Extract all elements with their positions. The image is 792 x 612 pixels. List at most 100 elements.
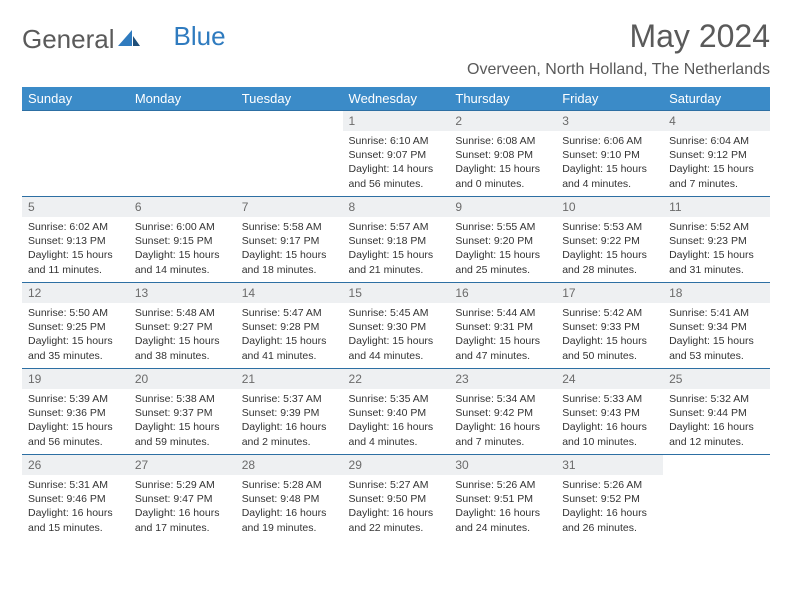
- sunrise-line: Sunrise: 5:32 AM: [669, 392, 764, 406]
- daylight-line: Daylight: 16 hours and 12 minutes.: [669, 420, 764, 448]
- daylight-line: Daylight: 16 hours and 7 minutes.: [455, 420, 550, 448]
- calendar-day-cell: 20Sunrise: 5:38 AMSunset: 9:37 PMDayligh…: [129, 369, 236, 455]
- day-number: 10: [556, 197, 663, 217]
- calendar-day-cell: 16Sunrise: 5:44 AMSunset: 9:31 PMDayligh…: [449, 283, 556, 369]
- calendar-day-cell: 7 Sunrise: 5:58 AMSunset: 9:17 PMDaylight…: [236, 197, 343, 283]
- sunset-line: Sunset: 9:48 PM: [242, 492, 337, 506]
- calendar-day-cell: 18Sunrise: 5:41 AMSunset: 9:34 PMDayligh…: [663, 283, 770, 369]
- day-details: Sunrise: 5:47 AMSunset: 9:28 PMDaylight:…: [236, 303, 343, 367]
- calendar-week-row: ......1Sunrise: 6:10 AMSunset: 9:07 PMDa…: [22, 111, 770, 197]
- day-number: 18: [663, 283, 770, 303]
- daylight-line: Daylight: 15 hours and 14 minutes.: [135, 248, 230, 276]
- page-title: May 2024: [467, 18, 770, 55]
- weekday-header: Saturday: [663, 87, 770, 111]
- calendar-day-cell: 5Sunrise: 6:02 AMSunset: 9:13 PMDaylight…: [22, 197, 129, 283]
- daylight-line: Daylight: 16 hours and 4 minutes.: [349, 420, 444, 448]
- sunset-line: Sunset: 9:18 PM: [349, 234, 444, 248]
- day-number: 19: [22, 369, 129, 389]
- day-details: Sunrise: 5:57 AMSunset: 9:18 PMDaylight:…: [343, 217, 450, 281]
- day-number: 4: [663, 111, 770, 131]
- sunrise-line: Sunrise: 5:58 AM: [242, 220, 337, 234]
- sunrise-line: Sunrise: 5:41 AM: [669, 306, 764, 320]
- sunset-line: Sunset: 9:39 PM: [242, 406, 337, 420]
- day-details: Sunrise: 5:44 AMSunset: 9:31 PMDaylight:…: [449, 303, 556, 367]
- calendar-day-cell: 26Sunrise: 5:31 AMSunset: 9:46 PMDayligh…: [22, 455, 129, 541]
- day-details: Sunrise: 6:04 AMSunset: 9:12 PMDaylight:…: [663, 131, 770, 195]
- sunrise-line: Sunrise: 6:00 AM: [135, 220, 230, 234]
- sunset-line: Sunset: 9:52 PM: [562, 492, 657, 506]
- daylight-line: Daylight: 16 hours and 22 minutes.: [349, 506, 444, 534]
- day-details: Sunrise: 5:48 AMSunset: 9:27 PMDaylight:…: [129, 303, 236, 367]
- location-line: Overveen, North Holland, The Netherlands: [467, 61, 770, 79]
- day-number: 21: [236, 369, 343, 389]
- weekday-header: Thursday: [449, 87, 556, 111]
- day-number: 16: [449, 283, 556, 303]
- calendar-day-cell: 25Sunrise: 5:32 AMSunset: 9:44 PMDayligh…: [663, 369, 770, 455]
- daylight-line: Daylight: 15 hours and 28 minutes.: [562, 248, 657, 276]
- calendar-day-cell: 12Sunrise: 5:50 AMSunset: 9:25 PMDayligh…: [22, 283, 129, 369]
- calendar-day-cell: 21Sunrise: 5:37 AMSunset: 9:39 PMDayligh…: [236, 369, 343, 455]
- calendar-day-cell: 19Sunrise: 5:39 AMSunset: 9:36 PMDayligh…: [22, 369, 129, 455]
- day-number: 29: [343, 455, 450, 475]
- day-number: 15: [343, 283, 450, 303]
- calendar-day-cell: 29Sunrise: 5:27 AMSunset: 9:50 PMDayligh…: [343, 455, 450, 541]
- day-details: Sunrise: 5:34 AMSunset: 9:42 PMDaylight:…: [449, 389, 556, 453]
- sunrise-line: Sunrise: 5:39 AM: [28, 392, 123, 406]
- sunrise-line: Sunrise: 6:08 AM: [455, 134, 550, 148]
- day-details: Sunrise: 5:39 AMSunset: 9:36 PMDaylight:…: [22, 389, 129, 453]
- day-number: 7: [236, 197, 343, 217]
- day-number: 14: [236, 283, 343, 303]
- sunset-line: Sunset: 9:33 PM: [562, 320, 657, 334]
- sunrise-line: Sunrise: 5:27 AM: [349, 478, 444, 492]
- weekday-header: Sunday: [22, 87, 129, 111]
- sunrise-line: Sunrise: 6:06 AM: [562, 134, 657, 148]
- calendar-body: ......1Sunrise: 6:10 AMSunset: 9:07 PMDa…: [22, 111, 770, 541]
- day-details: Sunrise: 5:32 AMSunset: 9:44 PMDaylight:…: [663, 389, 770, 453]
- sunset-line: Sunset: 9:23 PM: [669, 234, 764, 248]
- day-details: Sunrise: 5:50 AMSunset: 9:25 PMDaylight:…: [22, 303, 129, 367]
- sunset-line: Sunset: 9:44 PM: [669, 406, 764, 420]
- calendar-day-cell: ..: [663, 455, 770, 541]
- sunset-line: Sunset: 9:36 PM: [28, 406, 123, 420]
- sunset-line: Sunset: 9:43 PM: [562, 406, 657, 420]
- calendar-day-cell: 11Sunrise: 5:52 AMSunset: 9:23 PMDayligh…: [663, 197, 770, 283]
- daylight-line: Daylight: 15 hours and 18 minutes.: [242, 248, 337, 276]
- sunrise-line: Sunrise: 5:35 AM: [349, 392, 444, 406]
- daylight-line: Daylight: 15 hours and 7 minutes.: [669, 162, 764, 190]
- calendar-day-cell: 6Sunrise: 6:00 AMSunset: 9:15 PMDaylight…: [129, 197, 236, 283]
- sunset-line: Sunset: 9:37 PM: [135, 406, 230, 420]
- day-details: Sunrise: 5:52 AMSunset: 9:23 PMDaylight:…: [663, 217, 770, 281]
- calendar-day-cell: 13Sunrise: 5:48 AMSunset: 9:27 PMDayligh…: [129, 283, 236, 369]
- day-details: Sunrise: 5:27 AMSunset: 9:50 PMDaylight:…: [343, 475, 450, 539]
- calendar-week-row: 19Sunrise: 5:39 AMSunset: 9:36 PMDayligh…: [22, 369, 770, 455]
- sunset-line: Sunset: 9:20 PM: [455, 234, 550, 248]
- daylight-line: Daylight: 15 hours and 50 minutes.: [562, 334, 657, 362]
- calendar-week-row: 12Sunrise: 5:50 AMSunset: 9:25 PMDayligh…: [22, 283, 770, 369]
- sunrise-line: Sunrise: 5:55 AM: [455, 220, 550, 234]
- day-number: 17: [556, 283, 663, 303]
- calendar-day-cell: 10Sunrise: 5:53 AMSunset: 9:22 PMDayligh…: [556, 197, 663, 283]
- daylight-line: Daylight: 15 hours and 11 minutes.: [28, 248, 123, 276]
- day-details: Sunrise: 6:00 AMSunset: 9:15 PMDaylight:…: [129, 217, 236, 281]
- sunset-line: Sunset: 9:22 PM: [562, 234, 657, 248]
- title-block: May 2024 Overveen, North Holland, The Ne…: [467, 18, 770, 79]
- day-number: 23: [449, 369, 556, 389]
- day-details: Sunrise: 5:42 AMSunset: 9:33 PMDaylight:…: [556, 303, 663, 367]
- day-details: Sunrise: 5:31 AMSunset: 9:46 PMDaylight:…: [22, 475, 129, 539]
- sunset-line: Sunset: 9:25 PM: [28, 320, 123, 334]
- daylight-line: Daylight: 15 hours and 47 minutes.: [455, 334, 550, 362]
- daylight-line: Daylight: 15 hours and 31 minutes.: [669, 248, 764, 276]
- calendar-day-cell: 23Sunrise: 5:34 AMSunset: 9:42 PMDayligh…: [449, 369, 556, 455]
- sunrise-line: Sunrise: 5:26 AM: [455, 478, 550, 492]
- sunset-line: Sunset: 9:15 PM: [135, 234, 230, 248]
- sunset-line: Sunset: 9:17 PM: [242, 234, 337, 248]
- sunrise-line: Sunrise: 5:29 AM: [135, 478, 230, 492]
- day-details: Sunrise: 5:28 AMSunset: 9:48 PMDaylight:…: [236, 475, 343, 539]
- calendar-day-cell: ..: [129, 111, 236, 197]
- daylight-line: Daylight: 16 hours and 10 minutes.: [562, 420, 657, 448]
- day-number: 11: [663, 197, 770, 217]
- daylight-line: Daylight: 15 hours and 44 minutes.: [349, 334, 444, 362]
- daylight-line: Daylight: 16 hours and 17 minutes.: [135, 506, 230, 534]
- calendar-day-cell: 8Sunrise: 5:57 AMSunset: 9:18 PMDaylight…: [343, 197, 450, 283]
- sunset-line: Sunset: 9:50 PM: [349, 492, 444, 506]
